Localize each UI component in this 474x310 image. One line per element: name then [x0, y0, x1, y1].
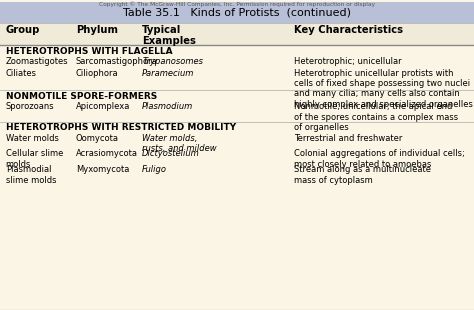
FancyBboxPatch shape [0, 23, 474, 45]
Text: Table 35.1   Kinds of Protists  (continued): Table 35.1 Kinds of Protists (continued) [123, 8, 351, 18]
Text: Plasmodium: Plasmodium [142, 102, 193, 111]
Text: Fuligo: Fuligo [142, 165, 167, 174]
Text: HETEROTROPHS WITH RESTRICTED MOBILITY: HETEROTROPHS WITH RESTRICTED MOBILITY [6, 123, 236, 132]
Text: Heterotrophic; unicellular: Heterotrophic; unicellular [294, 57, 401, 66]
Text: Plasmodial
slime molds: Plasmodial slime molds [6, 165, 56, 185]
Text: Zoomastigotes: Zoomastigotes [6, 57, 68, 66]
Text: Copyright © The McGraw-Hill Companies, Inc. Permission required for reproduction: Copyright © The McGraw-Hill Companies, I… [99, 2, 375, 7]
Text: Dictyostelium: Dictyostelium [142, 149, 200, 158]
Text: Typical
Examples: Typical Examples [142, 25, 196, 46]
Text: HETEROTROPHS WITH FLAGELLA: HETEROTROPHS WITH FLAGELLA [6, 47, 173, 56]
Text: Water molds: Water molds [6, 134, 59, 143]
Text: Myxomycota: Myxomycota [76, 165, 129, 174]
Text: Ciliates: Ciliates [6, 69, 36, 78]
Text: Cellular slime
molds: Cellular slime molds [6, 149, 63, 169]
Text: Apicomplexa: Apicomplexa [76, 102, 130, 111]
Text: Sarcomastigophora: Sarcomastigophora [76, 57, 157, 66]
Text: Sporozoans: Sporozoans [6, 102, 55, 111]
Text: Oomycota: Oomycota [76, 134, 119, 143]
Text: Ciliophora: Ciliophora [76, 69, 118, 78]
Text: Water molds,
rusts, and mildew: Water molds, rusts, and mildew [142, 134, 217, 153]
Text: Key Characteristics: Key Characteristics [294, 25, 403, 35]
Text: Nonmotile; unicellular; the apical end
of the spores contains a complex mass
of : Nonmotile; unicellular; the apical end o… [294, 102, 458, 132]
Text: Trypanosomes: Trypanosomes [142, 57, 203, 66]
Text: Phylum: Phylum [76, 25, 118, 35]
Text: Paramecium: Paramecium [142, 69, 194, 78]
Text: Colonial aggregations of individual cells;
most closely related to amoebas: Colonial aggregations of individual cell… [294, 149, 465, 169]
Text: NONMOTILE SPORE-FORMERS: NONMOTILE SPORE-FORMERS [6, 92, 157, 101]
Text: Stream along as a multinucleate
mass of cytoplasm: Stream along as a multinucleate mass of … [294, 165, 431, 185]
Text: Group: Group [6, 25, 40, 35]
Text: Acrasiomycota: Acrasiomycota [76, 149, 138, 158]
FancyBboxPatch shape [0, 2, 474, 23]
Text: Heterotrophic unicellular protists with
cells of fixed shape possessing two nucl: Heterotrophic unicellular protists with … [294, 69, 473, 109]
Text: Terrestrial and freshwater: Terrestrial and freshwater [294, 134, 402, 143]
